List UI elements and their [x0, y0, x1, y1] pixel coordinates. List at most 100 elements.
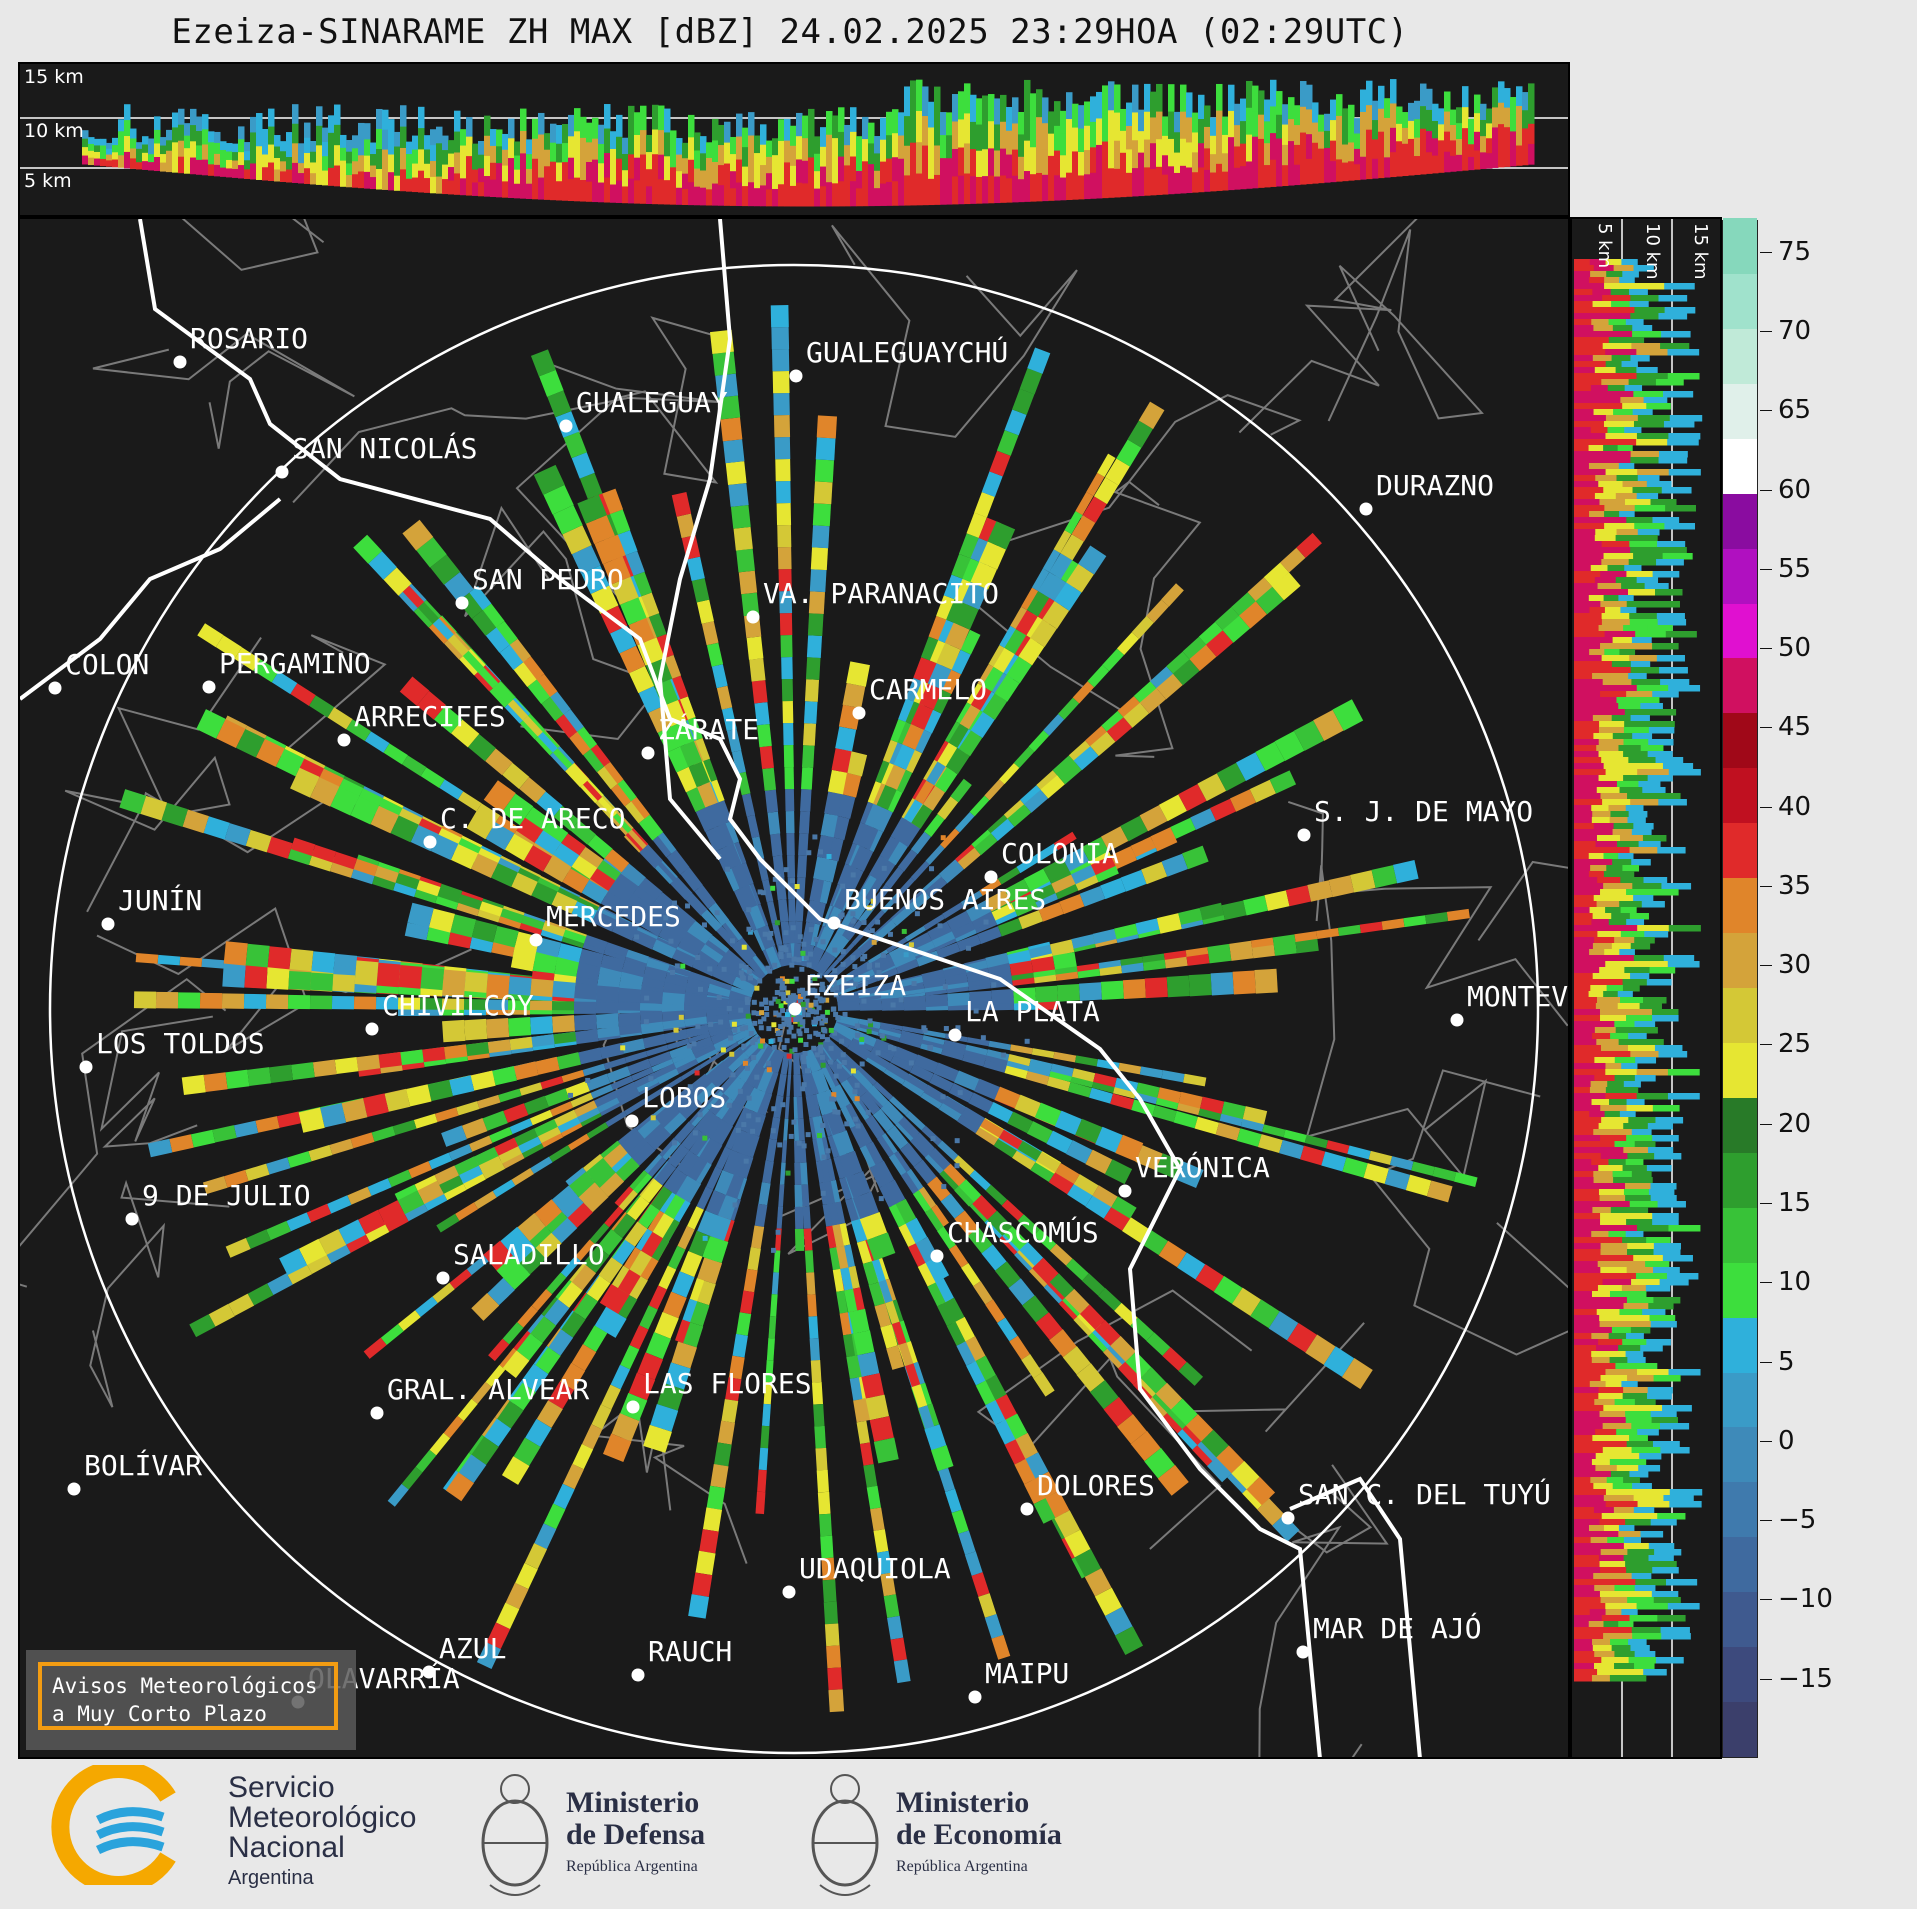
cross-section-cell [670, 167, 677, 187]
radar-echo-segment [581, 1424, 603, 1450]
radar-echo-segment [999, 762, 1020, 785]
radar-echo-segment [1014, 900, 1038, 917]
cross-section-cell [520, 175, 527, 199]
radar-echo-segment [621, 960, 647, 978]
radar-echo-segment [420, 767, 445, 788]
cross-section-cell [1574, 1099, 1593, 1106]
radar-echo-segment [364, 731, 390, 753]
radar-echo-segment [575, 1239, 595, 1261]
cross-section-cell [532, 158, 539, 180]
cross-section-cell [820, 186, 827, 207]
cross-section-cell [754, 188, 761, 207]
cross-section-cell [1024, 79, 1031, 111]
cross-section-cell [1574, 349, 1606, 356]
cross-section-cell [1601, 541, 1630, 548]
cross-section-cell [970, 121, 977, 150]
cross-section-cell [1636, 1027, 1658, 1034]
cross-section-cell [112, 137, 119, 146]
cross-section-cell [1605, 1069, 1638, 1076]
cross-section-cell [772, 155, 779, 173]
radar-echo-segment [1313, 709, 1344, 741]
radar-echo-segment [910, 703, 934, 730]
radar-echo-segment [532, 951, 558, 975]
cross-section-cell [1625, 499, 1651, 506]
cross-section-cell [454, 173, 461, 195]
radar-echo-pixel [891, 1046, 897, 1052]
cross-section-cell [394, 131, 401, 148]
cross-section-cell [874, 170, 881, 189]
radar-echo-segment [426, 927, 451, 945]
radar-echo-segment [1087, 664, 1110, 688]
radar-echo-segment [1057, 983, 1080, 1002]
radar-echo-segment [1055, 969, 1079, 981]
cross-section-cell [808, 108, 815, 134]
cross-section-cell [454, 152, 461, 174]
cross-section-cell [1216, 83, 1223, 112]
radar-echo-pixel [840, 961, 846, 967]
cross-section-cell [1574, 541, 1603, 548]
cross-section-cell [1574, 925, 1607, 932]
cross-section-cell [1574, 505, 1605, 512]
radar-echo-segment [888, 1153, 907, 1176]
radar-echo-segment [872, 1108, 895, 1133]
radar-echo-segment [714, 1169, 734, 1195]
cross-section-cell [1599, 499, 1626, 506]
radar-echo-segment [1066, 563, 1094, 593]
radar-echo-segment [546, 1272, 567, 1295]
radar-echo-segment [643, 1087, 665, 1104]
radar-echo-pixel [758, 1025, 764, 1031]
cross-section-cell [1574, 877, 1598, 884]
radar-echo-segment [639, 1305, 658, 1330]
radar-echo-pixel [777, 1142, 783, 1148]
radar-echo-pixel [819, 1054, 825, 1060]
radar-echo-segment [719, 956, 742, 975]
cross-section-cell [886, 181, 893, 206]
city-dot [436, 1271, 450, 1285]
radar-echo-segment [675, 1319, 691, 1344]
cross-section-cell [652, 178, 659, 205]
cross-section-cell [220, 141, 227, 151]
cross-section-cell [1593, 823, 1615, 830]
cross-section-cell [1574, 1021, 1595, 1028]
radar-echo-pixel [729, 1051, 735, 1057]
radar-echo-segment [455, 1202, 479, 1221]
cross-section-cell [376, 108, 383, 130]
radar-echo-segment [486, 1017, 510, 1039]
radar-echo-segment [901, 981, 926, 997]
radar-echo-segment [529, 1109, 553, 1126]
radar-echo-segment [1022, 1295, 1049, 1323]
city-label: ZÁRATE [658, 712, 759, 746]
cross-section-cell [1628, 673, 1647, 680]
radar-echo-pixel [786, 1017, 792, 1023]
radar-echo-segment [485, 1364, 506, 1387]
radar-echo-segment [850, 1125, 866, 1149]
radar-echo-segment [1257, 1498, 1285, 1526]
radar-echo-pixel [803, 1042, 809, 1048]
radar-echo-segment [836, 913, 854, 936]
cross-section-cell [706, 142, 713, 159]
radar-echo-pixel [754, 985, 760, 991]
cross-section-cell [238, 152, 245, 166]
cross-section-cell [1598, 403, 1623, 410]
cross-section-cell [826, 111, 833, 136]
radar-echo-segment [971, 829, 993, 850]
radar-echo-segment [1042, 549, 1061, 573]
cross-section-cell [250, 163, 257, 180]
cross-section-cell [1574, 919, 1592, 926]
radar-echo-pixel [866, 964, 872, 970]
cross-section-cell [514, 155, 521, 171]
radar-echo-segment [700, 944, 724, 963]
cross-section-cell [1611, 973, 1631, 980]
cross-section-cell [1574, 955, 1605, 962]
radar-echo-segment [1300, 1145, 1326, 1166]
radar-echo-segment [1012, 1146, 1038, 1170]
radar-echo-pixel [744, 1065, 750, 1071]
cross-section-cell [1614, 1021, 1635, 1028]
cross-section-cell [1661, 487, 1692, 494]
radar-echo-pixel [828, 1027, 834, 1033]
radar-echo-segment [1071, 934, 1096, 949]
cross-section-cell [1663, 391, 1694, 398]
cross-section-cell [1594, 1027, 1617, 1034]
radar-echo-segment [415, 1449, 437, 1473]
radar-echo-segment [886, 1345, 905, 1370]
